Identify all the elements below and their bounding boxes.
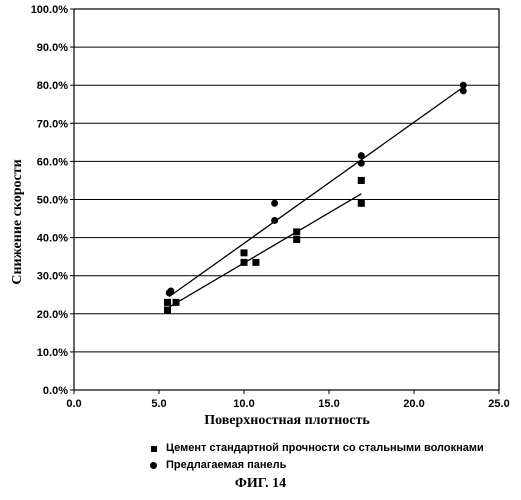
x-tick-label: 5.0 [151, 398, 166, 410]
data-point-square [164, 306, 171, 313]
square-marker-icon [148, 443, 160, 455]
data-point-circle [271, 200, 278, 207]
y-axis-title: Снижение скорости [10, 159, 25, 284]
data-point-circle [460, 87, 467, 94]
legend-item-0: Цемент стандартной прочности со стальным… [148, 440, 484, 457]
legend-label-1: Предлагаемая панель [166, 457, 286, 474]
y-tick-label: 80.0% [37, 80, 68, 92]
figure-caption: ФИГ. 14 [0, 476, 521, 492]
circle-marker-icon [148, 460, 160, 472]
x-tick-label: 25.0 [488, 398, 509, 410]
x-tick-label: 20.0 [403, 398, 424, 410]
data-point-square [358, 177, 365, 184]
data-point-square [164, 299, 171, 306]
legend-item-1: Предлагаемая панель [148, 457, 484, 474]
y-tick-label: 30.0% [37, 271, 68, 283]
x-tick-label: 15.0 [318, 398, 339, 410]
trendlines [168, 87, 464, 308]
y-tick-label: 40.0% [37, 233, 68, 245]
y-tick-label: 100.0% [31, 4, 69, 16]
legend: Цемент стандартной прочности со стальным… [148, 440, 484, 474]
data-point-square [293, 236, 300, 243]
data-point-square [173, 299, 180, 306]
y-tick-label: 60.0% [37, 156, 68, 168]
y-tick-label: 90.0% [37, 42, 68, 54]
data-point-circle [271, 217, 278, 224]
data-point-square [293, 228, 300, 235]
data-point-circle [358, 160, 365, 167]
data-point-square [358, 200, 365, 207]
data-point-square [241, 259, 248, 266]
x-tick-label: 0.0 [66, 398, 81, 410]
tick-labels: 0.0% 10.0% 20.0% 30.0% 40.0% 50.0% 60.0% 70.0% 8… [31, 4, 510, 410]
y-tick-label: 10.0% [37, 347, 68, 359]
y-tick-label: 50.0% [37, 195, 68, 207]
data-point-circle [358, 152, 365, 159]
x-axis-title: Поверхностная плотность [204, 413, 370, 428]
y-tick-label: 70.0% [37, 118, 68, 130]
y-tick-label: 20.0% [37, 309, 68, 321]
trendline-series-0 [168, 194, 362, 308]
y-tick-label: 0.0% [43, 385, 68, 397]
x-tick-label: 10.0 [233, 398, 254, 410]
chart-plot: 0.0% 10.0% 20.0% 30.0% 40.0% 50.0% 60.0% 70.0% 8… [0, 0, 521, 440]
trendline-series-1 [169, 87, 463, 297]
axes-layer [70, 9, 499, 394]
data-point-square [241, 249, 248, 256]
grid-layer [74, 9, 499, 352]
legend-label-0: Цемент стандартной прочности со стальным… [166, 440, 484, 457]
data-point-circle [167, 287, 174, 294]
data-point-square [252, 259, 259, 266]
